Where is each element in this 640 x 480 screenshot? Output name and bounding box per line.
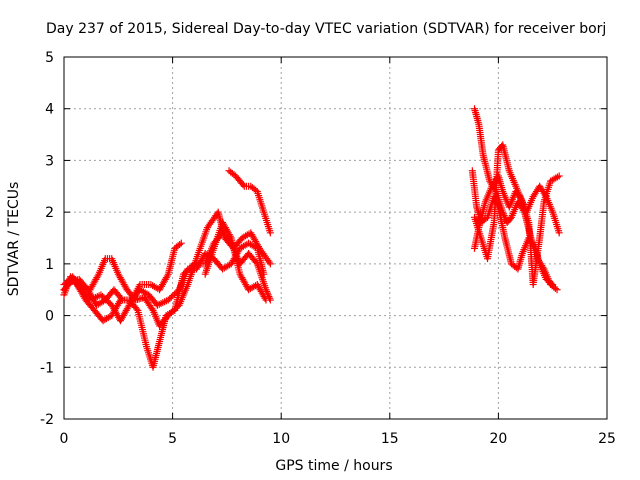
x-tick-label: 5 <box>168 431 177 447</box>
data-point <box>163 272 171 280</box>
series-track-6 <box>201 218 270 304</box>
data-point <box>98 292 106 300</box>
y-tick-label: -2 <box>40 412 54 428</box>
y-tick-label: -1 <box>40 360 54 376</box>
data-point <box>239 181 247 189</box>
data-point <box>553 286 561 294</box>
data-point <box>148 305 156 313</box>
data-point <box>555 229 563 237</box>
y-tick-label: 5 <box>45 50 54 66</box>
data-point <box>164 296 172 304</box>
data-point <box>265 258 273 266</box>
data-point <box>261 294 269 302</box>
data-point <box>97 291 105 299</box>
y-tick-label: 2 <box>45 205 54 221</box>
tick-marks <box>63 56 608 420</box>
data-point <box>177 239 185 247</box>
data-point <box>133 305 141 313</box>
data-point <box>266 229 274 237</box>
data-point <box>170 290 178 298</box>
data-markers <box>60 105 563 371</box>
y-tick-label: 0 <box>45 309 54 325</box>
data-point <box>172 289 180 297</box>
plot-border <box>63 56 608 420</box>
data-point <box>555 172 563 180</box>
data-point <box>260 270 268 278</box>
y-tick-label: 1 <box>45 257 54 273</box>
x-tick-label: 15 <box>381 431 399 447</box>
x-tick-labels: 0 5 10 15 20 25 <box>60 431 616 447</box>
data-point <box>169 292 177 300</box>
data-point <box>124 303 132 311</box>
y-tick-label: 3 <box>45 153 54 169</box>
data-point <box>547 279 555 287</box>
chart-title: Day 237 of 2015, Sidereal Day-to-day VTE… <box>46 21 606 37</box>
data-point <box>94 272 102 280</box>
x-tick-label: 0 <box>60 431 69 447</box>
data-point <box>167 293 175 301</box>
data-point <box>549 281 557 289</box>
plot-frame <box>63 56 608 420</box>
x-axis-label: GPS time / hours <box>275 458 392 474</box>
series-track-10 <box>471 141 563 289</box>
data-point <box>226 232 234 240</box>
y-tick-label: 4 <box>45 102 54 118</box>
x-tick-label: 10 <box>272 431 290 447</box>
series-track-4 <box>60 239 268 309</box>
y-axis-label: SDTVAR / TECUs <box>6 182 22 297</box>
data-point <box>117 295 125 303</box>
data-point <box>266 260 274 268</box>
data-point <box>551 284 559 292</box>
data-point <box>262 296 270 304</box>
x-tick-label: 20 <box>489 431 507 447</box>
data-point <box>166 295 174 303</box>
x-tick-label: 25 <box>598 431 616 447</box>
series-track-5 <box>225 167 274 237</box>
y-tick-labels: -2 -1 0 1 2 3 4 5 <box>40 50 54 428</box>
data-point <box>176 240 184 248</box>
